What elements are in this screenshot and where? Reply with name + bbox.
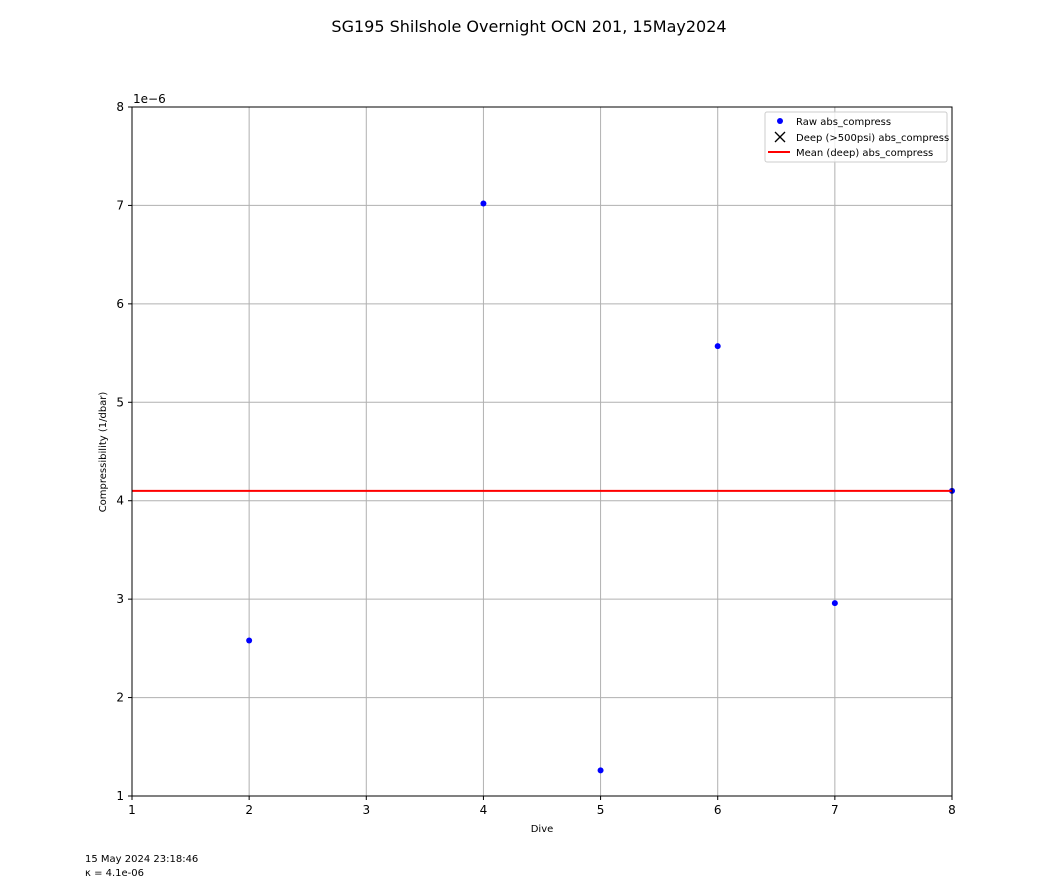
- x-axis-label: Dive: [531, 824, 554, 835]
- legend-box: [764, 111, 948, 163]
- x-tick-label: 2: [245, 803, 253, 817]
- y-tick-label: 6: [116, 297, 124, 311]
- y-tick-label: 7: [116, 198, 124, 212]
- plot-area: [132, 200, 955, 774]
- x-tick-label: 4: [480, 803, 488, 817]
- raw-data-point: [597, 767, 604, 774]
- legend-deep-marker: [774, 131, 786, 143]
- y-tick-label: 8: [116, 100, 124, 114]
- legend-raw-label: Raw abs_compress: [796, 117, 891, 128]
- axis-ticks: 1 2 3 4 5 6 7 8 1 2 3 4 5 6 7 8: [116, 100, 955, 817]
- x-tick-label: 1: [128, 803, 136, 817]
- raw-data-point: [480, 200, 487, 207]
- y-tick-label: 5: [116, 395, 124, 409]
- y-axis-offset-label: 1e−6: [133, 92, 166, 106]
- x-tick-label: 5: [597, 803, 605, 817]
- y-axis-label: Compressibility (1/dbar): [98, 392, 109, 513]
- raw-data-point: [246, 637, 253, 644]
- x-tick-label: 7: [831, 803, 839, 817]
- chart-title: SG195 Shilshole Overnight OCN 201, 15May…: [331, 17, 726, 36]
- legend: Raw abs_compress Deep (>500psi) abs_comp…: [764, 111, 949, 163]
- raw-data-point: [831, 600, 838, 607]
- footer-timestamp: 15 May 2024 23:18:46: [85, 854, 198, 865]
- y-tick-label: 2: [116, 691, 124, 705]
- x-tick-label: 6: [714, 803, 722, 817]
- x-tick-label: 3: [362, 803, 370, 817]
- grid: [131, 106, 953, 797]
- legend-mean-label: Mean (deep) abs_compress: [796, 148, 933, 159]
- x-tick-label: 8: [948, 803, 956, 817]
- legend-deep-label: Deep (>500psi) abs_compress: [796, 133, 949, 144]
- footer-kappa: κ = 4.1e-06: [85, 868, 144, 879]
- y-tick-label: 3: [116, 592, 124, 606]
- y-tick-label: 4: [116, 494, 124, 508]
- axes-frame: [131, 106, 953, 797]
- legend-raw-marker: [777, 118, 783, 124]
- y-tick-label: 1: [116, 789, 124, 803]
- raw-data-point: [714, 343, 721, 350]
